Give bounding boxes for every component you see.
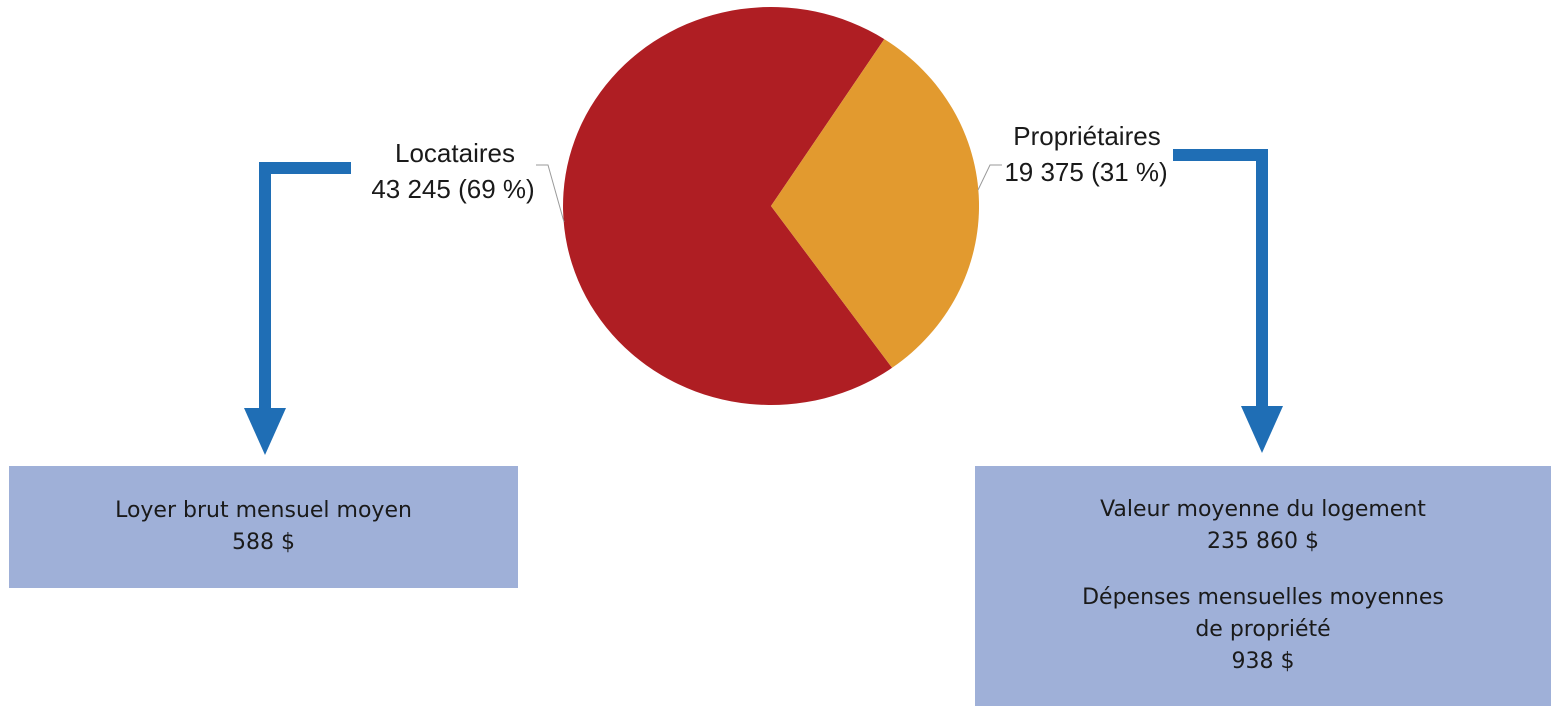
- box-dwelling-value-title: Valeur moyenne du logement: [1100, 497, 1426, 522]
- slice-label-proprietaires-value: 19 375 (31 %): [1004, 157, 1167, 187]
- slice-label-proprietaires-name: Propriétaires: [1013, 121, 1160, 151]
- box-owner-expenses-amount: 938 $: [1231, 649, 1295, 674]
- pie-slice-locataires: [563, 6, 893, 405]
- box-owner-expenses-title-line2: de propriété: [1195, 617, 1331, 642]
- box-average-rent: Loyer brut mensuel moyen 588 $: [9, 466, 518, 588]
- pie-slice-proprietaires: [771, 39, 980, 368]
- leader-line-proprietaires: [977, 164, 1002, 191]
- box-average-rent-value: 588 $: [232, 530, 295, 555]
- arrow-proprietaires: [1173, 149, 1268, 416]
- slice-label-locataires-name: Locataires: [395, 138, 515, 168]
- box-owner-stats: Valeur moyenne du logement 235 860 $ Dép…: [975, 466, 1551, 706]
- box-owner-expenses-title-line1: Dépenses mensuelles moyennes: [1082, 585, 1444, 610]
- arrowhead-proprietaires: [1241, 406, 1283, 453]
- box-dwelling-value-amount: 235 860 $: [1207, 529, 1319, 554]
- arrow-locataires: [259, 162, 351, 418]
- arrowhead-locataires: [244, 408, 286, 455]
- leader-line-locataires: [536, 164, 565, 223]
- box-average-rent-title: Loyer brut mensuel moyen: [115, 498, 412, 523]
- slice-label-locataires-value: 43 245 (69 %): [371, 174, 534, 204]
